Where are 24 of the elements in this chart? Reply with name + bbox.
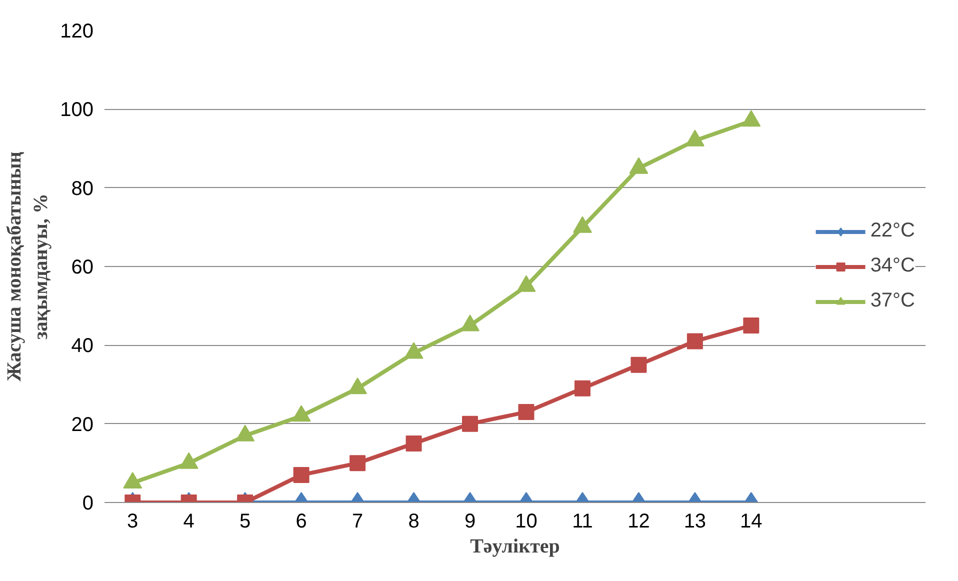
y-tick-label: 100 <box>60 99 94 122</box>
y-tick-label: 0 <box>82 492 94 514</box>
x-tick-label: 13 <box>684 510 706 532</box>
legend-label: 22°C <box>870 220 915 242</box>
legend-label: 34°C <box>870 254 915 278</box>
y-tick-label: 120 <box>60 20 94 42</box>
x-tick-label: 14 <box>740 510 762 532</box>
x-tick-label: 7 <box>352 510 364 532</box>
y-axis-title: Жасуша моноқабатының зақымдануы, % <box>4 152 52 382</box>
x-tick-label: 4 <box>183 510 194 532</box>
y-tick-label: 80 <box>71 178 94 200</box>
x-tick-label: 6 <box>296 510 307 532</box>
x-tick-label: 5 <box>240 510 251 532</box>
y-tick-label: 20 <box>71 414 94 436</box>
x-axis-title: Тәуліктер <box>470 536 560 558</box>
y-tick-label: 40 <box>71 335 94 358</box>
x-tick-label: 9 <box>464 510 476 532</box>
x-tick-label: 10 <box>515 510 538 532</box>
x-tick-label: 12 <box>628 510 650 532</box>
legend-label: 37°C <box>870 290 915 312</box>
x-tick-label: 11 <box>572 510 593 532</box>
x-tick-label: 8 <box>408 510 420 532</box>
y-tick-label: 60 <box>71 256 94 278</box>
x-tick-label: 3 <box>127 510 138 532</box>
